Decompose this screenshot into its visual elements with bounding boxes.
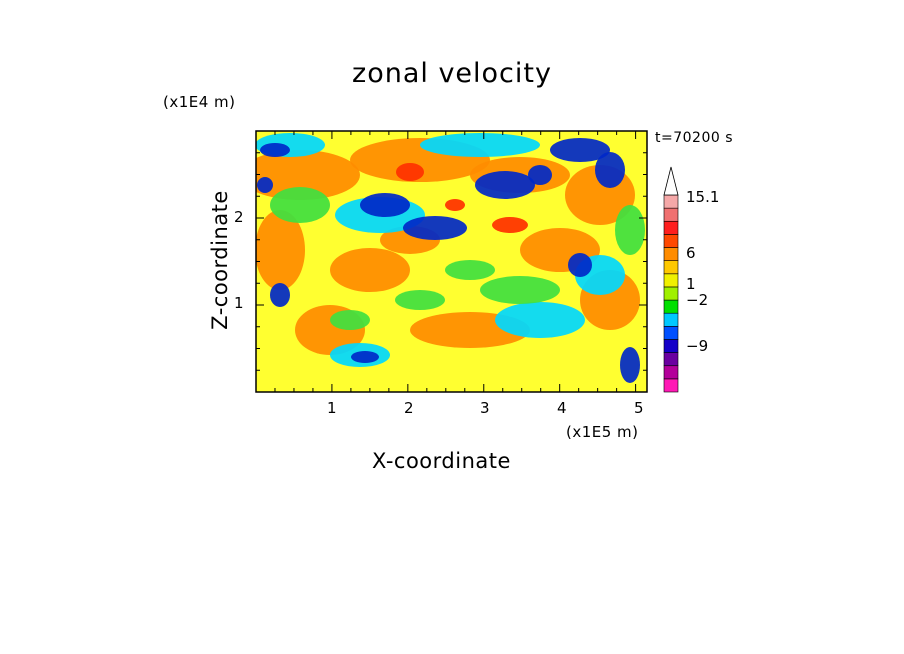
contour-region — [403, 216, 467, 240]
contour-region — [330, 248, 410, 292]
colorbar-swatch — [663, 207, 679, 222]
contour-region — [260, 143, 290, 157]
x-tick-label: 3 — [480, 399, 490, 417]
contour-region — [528, 165, 552, 185]
contour-region — [615, 205, 645, 255]
contour-region — [256, 210, 305, 290]
colorbar-cap — [663, 166, 679, 196]
contour-region — [257, 177, 273, 193]
x-axis-title: X-coordinate — [372, 449, 511, 473]
contour-region — [595, 152, 625, 188]
contour-region — [395, 290, 445, 310]
colorbar-swatch — [663, 234, 679, 248]
colorbar-swatch — [663, 299, 679, 314]
x-tick-label: 4 — [557, 399, 567, 417]
contour-region — [445, 260, 495, 280]
colorbar-swatch — [663, 220, 679, 235]
axis-ticks — [255, 130, 647, 393]
y-tick-label: 2 — [234, 208, 244, 226]
contour-region — [475, 171, 535, 199]
chart-title: zonal velocity — [352, 58, 552, 89]
colorbar-label: 1 — [686, 275, 696, 293]
colorbar-swatch — [663, 326, 679, 340]
contour-region — [550, 138, 610, 162]
contour-region — [420, 133, 540, 157]
colorbar-swatch — [663, 312, 679, 327]
contour-region — [620, 347, 640, 383]
contour-region — [568, 253, 592, 277]
y-unit-label: (x1E4 m) — [163, 93, 236, 111]
colorbar-swatch — [663, 247, 679, 261]
colorbar-swatch — [663, 286, 679, 301]
contour-region — [480, 276, 560, 304]
contour-region — [270, 283, 290, 307]
colorbar-label: −2 — [686, 291, 709, 309]
contour-region — [360, 193, 410, 217]
x-tick-label: 1 — [327, 399, 337, 417]
contour-region — [256, 150, 360, 200]
x-unit-label: (x1E5 m) — [566, 423, 639, 441]
colorbar — [663, 166, 679, 393]
colorbar-swatch — [663, 378, 679, 393]
contour-region — [495, 302, 585, 338]
contour-region — [270, 187, 330, 223]
contour-region — [492, 217, 528, 233]
x-tick-label: 2 — [404, 399, 414, 417]
contour-region — [351, 351, 379, 363]
colorbar-label: −9 — [686, 337, 709, 355]
colorbar-swatch — [663, 260, 679, 275]
colorbar-swatch — [663, 273, 679, 288]
colorbar-swatch — [663, 352, 679, 367]
contour-region — [330, 310, 370, 330]
x-tick-label: 5 — [634, 399, 644, 417]
time-label: t=70200 s — [655, 130, 733, 146]
colorbar-label: 15.1 — [686, 188, 720, 206]
colorbar-swatch — [663, 339, 679, 353]
y-tick-label: 1 — [234, 294, 244, 312]
velocity-field — [256, 131, 647, 392]
colorbar-label: 6 — [686, 244, 696, 262]
colorbar-swatch — [663, 365, 679, 380]
contour-region — [396, 163, 424, 181]
colorbar-swatch — [663, 194, 679, 209]
contour-region — [445, 199, 465, 211]
